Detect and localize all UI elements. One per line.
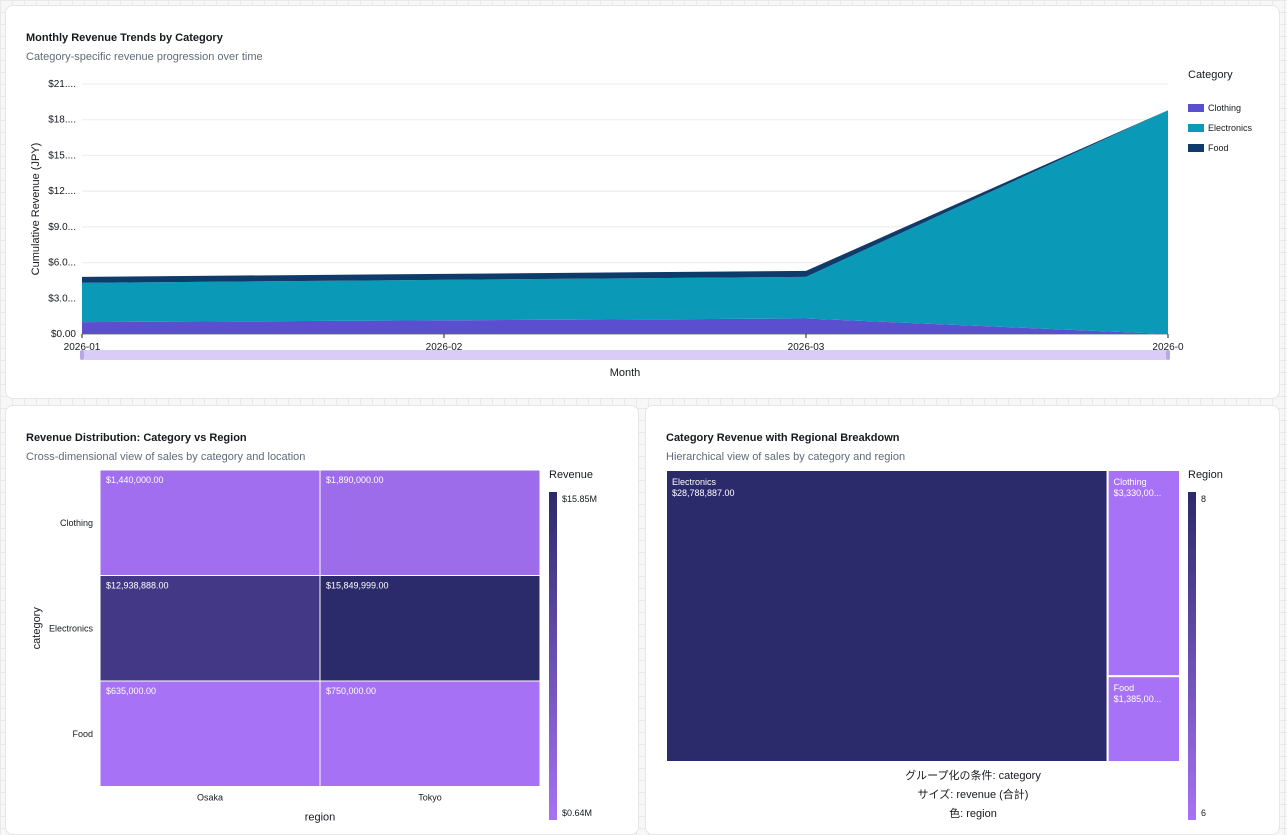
legend-min-label: $0.64M	[562, 808, 593, 818]
x-tick-label: 2026-0	[1152, 342, 1184, 353]
tile-category-label: Electronics	[672, 477, 717, 487]
y-tick-label: $21....	[48, 79, 76, 90]
slider-handle-left	[80, 350, 84, 360]
y-tick-label: Electronics	[49, 623, 94, 633]
legend-title: Category	[1188, 69, 1233, 81]
y-axis-title: category	[31, 607, 43, 650]
treemap-footer-color: 色: region	[949, 808, 997, 820]
heatmap-chart: $1,440,000.00 $1,890,000.00 Clothing $12,93…	[31, 469, 541, 824]
legend-title: Revenue	[549, 469, 594, 481]
y-tick-label: $6.0...	[48, 258, 76, 269]
color-scale-bar	[549, 492, 557, 820]
y-tick-label: Clothing	[60, 518, 93, 528]
x-axis-title: region	[305, 812, 336, 824]
x-tick-label: Osaka	[197, 793, 223, 803]
legend-title: Region	[1188, 469, 1223, 481]
legend-label: Clothing	[1208, 103, 1242, 113]
legend-label: Food	[1208, 143, 1229, 153]
panel-subtitle: Hierarchical view of sales by category a…	[666, 451, 906, 463]
slider-handle-right	[1166, 350, 1170, 360]
heatmap-cell	[319, 575, 541, 682]
x-tick-label: 2026-02	[426, 342, 463, 353]
heatmap-cell	[99, 680, 321, 787]
area-series-electronics	[82, 110, 1168, 334]
heatmap-panel: Revenue Distribution: Category vs Region…	[5, 405, 639, 835]
x-tick-label: 2026-01	[64, 342, 101, 353]
x-axis-title: Month	[610, 367, 641, 379]
legend-item-electronics[interactable]: Electronics	[1188, 118, 1252, 138]
y-tick-label: $15....	[48, 150, 76, 161]
area-chart: $0.00 $3.0... $6.0... $9.0... $12.... $15....…	[30, 79, 1184, 379]
legend-max-label: $15.85M	[562, 494, 598, 504]
legend-swatch	[1188, 144, 1204, 152]
tile-category-label: Clothing	[1114, 477, 1147, 487]
x-tick-label: Tokyo	[418, 793, 442, 803]
x-range-slider	[82, 350, 1168, 360]
treemap-tile-food	[1106, 675, 1182, 763]
legend-label: Electronics	[1208, 123, 1253, 133]
tile-value-label: $1,385,00...	[1114, 694, 1162, 704]
cell-value-label: $15,849,999.00	[326, 581, 389, 591]
heatmap-cell	[99, 575, 321, 682]
area-legend: Clothing Electronics Food	[1188, 98, 1252, 158]
cell-value-label: $750,000.00	[326, 686, 376, 696]
treemap-tile-electronics	[665, 469, 1109, 763]
revenue-trends-panel: Monthly Revenue Trends by Category Categ…	[5, 5, 1280, 399]
legend-min-label: 6	[1201, 808, 1207, 818]
treemap-panel: Category Revenue with Regional Breakdown…	[645, 405, 1280, 835]
heatmap-cell	[319, 680, 541, 787]
y-tick-label: $3.0...	[48, 293, 76, 304]
y-tick-label: $18....	[48, 115, 76, 126]
panel-subtitle: Cross-dimensional view of sales by categ…	[26, 451, 306, 463]
y-axis-title: Cumulative Revenue (JPY)	[30, 143, 42, 276]
tile-value-label: $28,788,887.00	[672, 488, 735, 498]
panel-title: Monthly Revenue Trends by Category	[26, 32, 223, 44]
heatmap-cell	[319, 469, 541, 576]
x-tick-label: 2026-03	[788, 342, 825, 353]
tile-value-label: $3,330,00...	[1114, 488, 1162, 498]
legend-max-label: 8	[1201, 494, 1207, 504]
panel-subtitle: Category-specific revenue progression ov…	[26, 51, 263, 63]
legend-swatch	[1188, 104, 1204, 112]
y-tick-label: Food	[72, 729, 93, 739]
y-tick-label: $0.00	[51, 329, 76, 340]
cell-value-label: $12,938,888.00	[106, 581, 169, 591]
treemap-footer-group: グループ化の条件: category	[905, 770, 1041, 782]
y-tick-label: $9.0...	[48, 222, 76, 233]
cell-value-label: $635,000.00	[106, 686, 156, 696]
treemap-chart: Electronics$28,788,887.00 Clothing$3,330,…	[665, 469, 1182, 763]
color-scale-bar	[1188, 492, 1196, 820]
panel-title: Revenue Distribution: Category vs Region	[26, 432, 247, 444]
legend-item-clothing[interactable]: Clothing	[1188, 98, 1252, 118]
heatmap-cell	[99, 469, 321, 576]
cell-value-label: $1,890,000.00	[326, 475, 384, 485]
treemap-footer-size: サイズ: revenue (合計)	[917, 789, 1029, 801]
panel-title: Category Revenue with Regional Breakdown	[666, 432, 900, 444]
treemap-tile-clothing	[1106, 469, 1182, 678]
tile-category-label: Food	[1114, 683, 1135, 693]
y-tick-label: $12....	[48, 186, 76, 197]
cell-value-label: $1,440,000.00	[106, 475, 164, 485]
legend-item-food[interactable]: Food	[1188, 138, 1252, 158]
legend-swatch	[1188, 124, 1204, 132]
